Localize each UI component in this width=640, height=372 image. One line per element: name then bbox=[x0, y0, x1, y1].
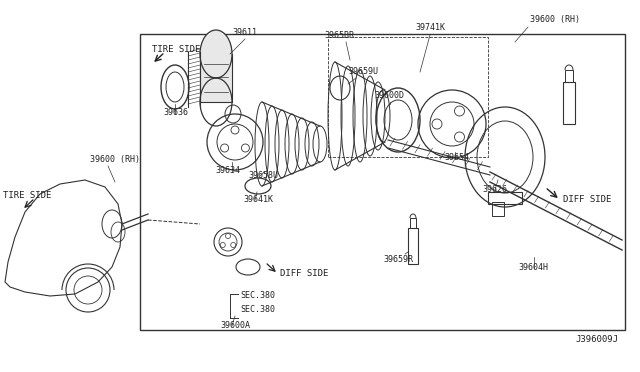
Bar bbox=[410, 218, 416, 228]
Text: TIRE SIDE: TIRE SIDE bbox=[3, 191, 51, 200]
Bar bbox=[563, 82, 575, 124]
Text: 39600D: 39600D bbox=[374, 91, 404, 100]
Text: J396009J: J396009J bbox=[575, 335, 618, 344]
Bar bbox=[492, 202, 504, 216]
Bar bbox=[140, 34, 625, 330]
Bar bbox=[408, 228, 418, 264]
Text: 39600 (RH): 39600 (RH) bbox=[530, 15, 580, 24]
Text: 39611: 39611 bbox=[232, 28, 257, 37]
Text: 39636: 39636 bbox=[163, 108, 188, 117]
Text: SEC.380: SEC.380 bbox=[240, 291, 275, 300]
Text: 39741K: 39741K bbox=[415, 23, 445, 32]
Ellipse shape bbox=[200, 30, 232, 78]
Text: 39659U: 39659U bbox=[348, 67, 378, 76]
Text: 39658U: 39658U bbox=[248, 171, 278, 180]
Text: 39600A: 39600A bbox=[220, 321, 250, 330]
Text: 39600 (RH): 39600 (RH) bbox=[90, 155, 140, 164]
Text: 39659R: 39659R bbox=[383, 255, 413, 264]
Text: 39604H: 39604H bbox=[518, 263, 548, 272]
Bar bbox=[488, 192, 522, 204]
Text: 39634: 39634 bbox=[215, 166, 240, 175]
Text: DIFF SIDE: DIFF SIDE bbox=[563, 195, 611, 204]
Text: 39626: 39626 bbox=[482, 185, 507, 194]
Text: DIFF SIDE: DIFF SIDE bbox=[280, 269, 328, 278]
Polygon shape bbox=[200, 54, 232, 102]
Text: TIRE SIDE: TIRE SIDE bbox=[152, 45, 200, 54]
Text: 3965BR: 3965BR bbox=[324, 31, 354, 40]
Text: 39654: 39654 bbox=[444, 153, 469, 162]
Text: 39641K: 39641K bbox=[243, 195, 273, 204]
Bar bbox=[565, 70, 573, 82]
Bar bbox=[328, 37, 488, 157]
Text: SEC.380: SEC.380 bbox=[240, 305, 275, 314]
